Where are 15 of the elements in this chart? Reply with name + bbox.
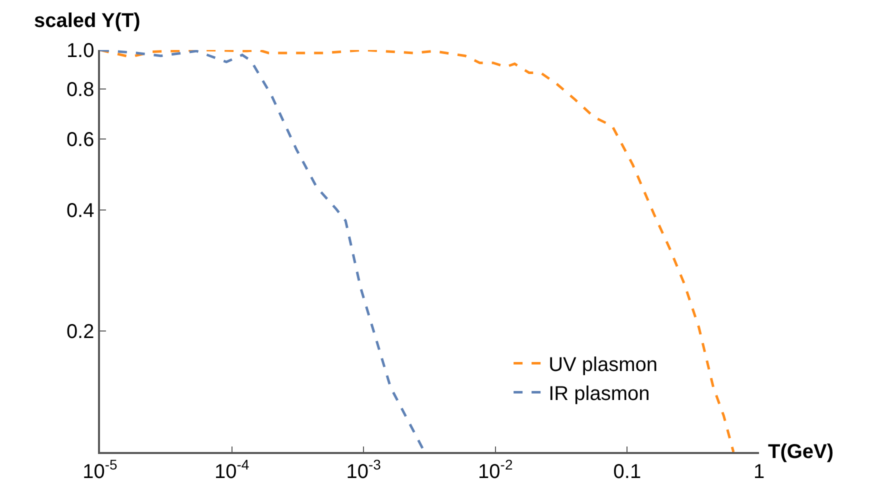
x-tick-label: 1 — [753, 460, 765, 483]
y-tick-label: 0.2 — [66, 320, 94, 343]
legend-label: IR plasmon — [548, 383, 650, 406]
x-tick-label: 0.1 — [613, 460, 642, 483]
x-tick-label: 10$^{-5}$ — [82, 456, 118, 483]
y-tick-label: 0.8 — [66, 78, 94, 101]
x-tick-label: 10$^{-2}$ — [478, 456, 513, 483]
y-tick-label: 1.0 — [66, 40, 94, 62]
y-axis-title: scaled Y(T) — [34, 10, 140, 32]
legend-label: UV plasmon — [548, 354, 658, 376]
x-axis-title: T(GeV) — [768, 441, 834, 463]
x-tick-label: 10$^{-4}$ — [214, 456, 250, 483]
x-tick-label: 10$^{-3}$ — [346, 456, 382, 483]
y-tick-label: 0.6 — [66, 129, 94, 152]
y-tick-label: 0.4 — [66, 200, 94, 222]
